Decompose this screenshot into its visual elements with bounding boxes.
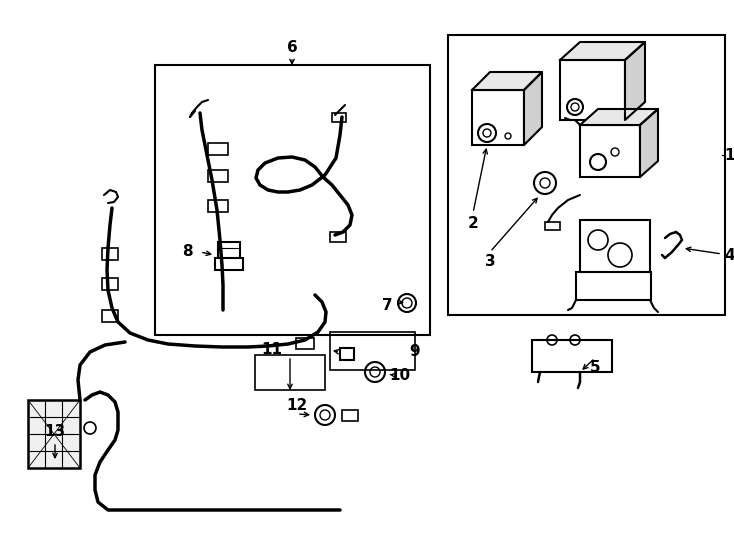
- Bar: [208, 143, 228, 155]
- Bar: [102, 248, 118, 260]
- Bar: [215, 258, 243, 270]
- Text: 3: 3: [484, 254, 495, 269]
- Bar: [472, 90, 524, 145]
- Text: 13: 13: [45, 424, 65, 440]
- Bar: [340, 348, 354, 360]
- Bar: [255, 355, 325, 390]
- Text: 2: 2: [468, 215, 479, 231]
- Polygon shape: [524, 72, 542, 145]
- Bar: [218, 242, 240, 260]
- Bar: [102, 310, 118, 322]
- Text: 9: 9: [410, 345, 421, 360]
- Bar: [330, 232, 346, 242]
- Bar: [560, 60, 625, 120]
- Text: 12: 12: [286, 397, 308, 413]
- Polygon shape: [625, 42, 645, 120]
- Text: 1: 1: [724, 147, 734, 163]
- Text: 5: 5: [589, 361, 600, 375]
- Bar: [332, 113, 346, 122]
- Bar: [296, 338, 314, 349]
- Bar: [580, 220, 650, 275]
- Text: 4: 4: [724, 248, 734, 264]
- Bar: [545, 222, 560, 230]
- Bar: [155, 65, 430, 335]
- Bar: [208, 200, 228, 212]
- Bar: [208, 170, 228, 182]
- Text: 11: 11: [261, 342, 283, 357]
- Bar: [330, 332, 415, 370]
- Polygon shape: [472, 72, 542, 90]
- Text: 8: 8: [182, 245, 192, 260]
- Text: 10: 10: [390, 368, 410, 382]
- Text: 6: 6: [286, 39, 297, 55]
- Polygon shape: [580, 109, 658, 125]
- Bar: [102, 278, 118, 290]
- Bar: [342, 410, 358, 421]
- Bar: [580, 125, 640, 177]
- Bar: [532, 340, 612, 372]
- Bar: [28, 400, 80, 468]
- Text: 7: 7: [382, 298, 392, 313]
- Polygon shape: [640, 109, 658, 177]
- Bar: [576, 272, 651, 300]
- Bar: [448, 35, 725, 315]
- Polygon shape: [560, 42, 645, 60]
